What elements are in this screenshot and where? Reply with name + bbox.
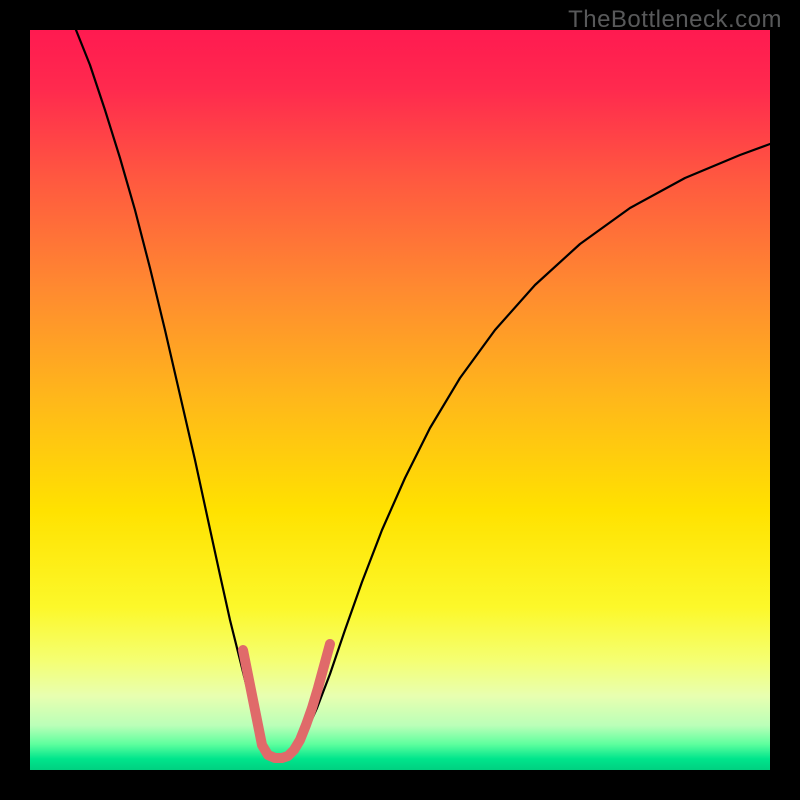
watermark-text: TheBottleneck.com — [568, 6, 782, 34]
bottleneck-chart — [30, 30, 770, 770]
outer-frame: TheBottleneck.com — [0, 0, 800, 800]
plot-area — [30, 30, 770, 770]
gradient-background — [30, 30, 770, 770]
